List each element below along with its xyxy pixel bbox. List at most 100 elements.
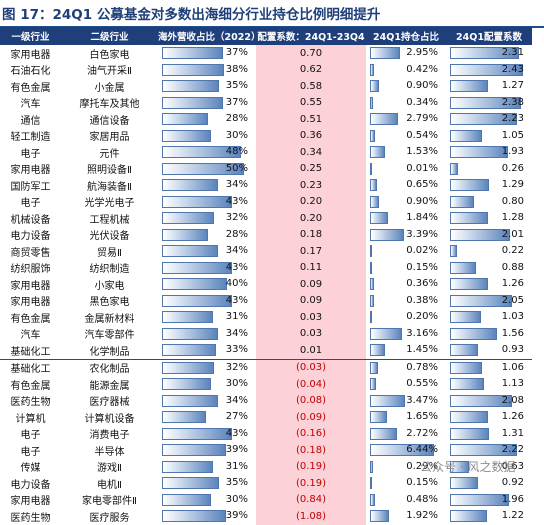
holding-ratio-bar bbox=[370, 261, 372, 274]
holding-ratio-cell: 2.72% bbox=[366, 426, 446, 443]
allocation-change-cell: 0.17 bbox=[256, 243, 366, 260]
holding-ratio-value: 1.45% bbox=[406, 344, 438, 356]
allocation-coef-bar bbox=[450, 278, 488, 291]
overseas-revenue-cell: 31% bbox=[158, 309, 256, 326]
allocation-change-cell: 0.03 bbox=[256, 309, 366, 326]
level1-industry-cell: 家用电器 bbox=[10, 49, 51, 61]
allocation-coef-cell: 1.03 bbox=[446, 309, 532, 326]
holding-ratio-value: 0.20% bbox=[406, 311, 438, 323]
allocation-change-cell: 0.36 bbox=[256, 127, 366, 144]
level2-industry-cell: 小家电 bbox=[94, 280, 125, 292]
holding-ratio-cell: 0.15% bbox=[366, 475, 446, 492]
overseas-revenue-cell: 43% bbox=[158, 260, 256, 277]
level2-industry-cell: 家电零部件Ⅱ bbox=[82, 496, 137, 508]
overseas-revenue-cell: 32% bbox=[158, 358, 256, 376]
allocation-change-cell: (0.84) bbox=[256, 491, 366, 508]
allocation-coef-cell: 0.88 bbox=[446, 260, 532, 277]
overseas-revenue-value: 39% bbox=[225, 444, 248, 456]
holding-ratio-value: 0.90% bbox=[406, 80, 438, 92]
level2-industry-cell: 照明设备Ⅱ bbox=[87, 165, 132, 177]
holding-ratio-bar bbox=[370, 427, 398, 440]
holding-ratio-bar bbox=[370, 493, 375, 506]
level1-industry-cell: 医药生物 bbox=[10, 512, 51, 524]
overseas-revenue-bar bbox=[162, 129, 212, 142]
allocation-coef-bar bbox=[450, 179, 489, 192]
holding-ratio-cell: 0.02% bbox=[366, 243, 446, 260]
allocation-coef-bar bbox=[450, 493, 509, 506]
overseas-revenue-value: 40% bbox=[225, 278, 248, 290]
allocation-coef-value: 2.22 bbox=[501, 444, 524, 456]
overseas-revenue-bar bbox=[162, 344, 216, 357]
level1-industry-cell: 汽车 bbox=[20, 99, 41, 111]
holding-ratio-value: 0.48% bbox=[406, 493, 438, 505]
allocation-coef-cell: 1.27 bbox=[446, 78, 532, 95]
holding-ratio-cell: 1.92% bbox=[366, 508, 446, 525]
figure-title-bar: 图 17：24Q1 公募基金对多数出海细分行业持仓比例明细提升 bbox=[0, 0, 544, 28]
overseas-revenue-cell: 27% bbox=[158, 409, 256, 426]
overseas-revenue-cell: 34% bbox=[158, 326, 256, 343]
holding-ratio-value: 0.90% bbox=[406, 195, 438, 207]
overseas-revenue-cell: 39% bbox=[158, 442, 256, 459]
allocation-coef-cell: 2.43 bbox=[446, 62, 532, 79]
allocation-coef-value: 0.22 bbox=[501, 245, 524, 257]
allocation-coef-cell: 0.63 bbox=[446, 459, 532, 476]
holding-ratio-bar bbox=[370, 146, 386, 159]
allocation-coef-bar bbox=[450, 245, 457, 258]
level2-industry-cell: 能源金属 bbox=[89, 380, 130, 392]
overseas-revenue-value: 34% bbox=[225, 245, 248, 257]
allocation-change-cell: (0.03) bbox=[256, 358, 366, 376]
allocation-coef-value: 2.05 bbox=[501, 294, 524, 306]
allocation-coef-bar bbox=[450, 361, 482, 374]
allocation-coef-bar bbox=[450, 113, 517, 126]
level1-industry-cell: 通信 bbox=[20, 115, 41, 127]
allocation-coef-cell: 1.29 bbox=[446, 177, 532, 194]
table-row: 纺织服饰 纺织制造 43% 0.11 0.15% 0.88 bbox=[0, 259, 532, 277]
level2-industry-cell: 纺织制造 bbox=[89, 264, 130, 276]
table-header-row: 一级行业 二级行业 海外营收占比（2022） 配置系数：24Q1-23Q4 24… bbox=[0, 27, 532, 45]
overseas-revenue-value: 43% bbox=[225, 294, 248, 306]
allocation-coef-value: 1.05 bbox=[501, 129, 524, 141]
overseas-revenue-bar bbox=[162, 96, 223, 109]
allocation-coef-cell: 1.05 bbox=[446, 128, 532, 145]
level2-industry-cell: 医疗服务 bbox=[89, 512, 130, 524]
allocation-change-cell: (0.16) bbox=[256, 425, 366, 442]
holding-ratio-cell: 0.29% bbox=[366, 459, 446, 476]
table-row: 电子 消费电子 43% (0.16) 2.72% 1.31 bbox=[0, 425, 532, 443]
level1-industry-cell: 汽车 bbox=[20, 330, 41, 342]
overseas-revenue-cell: 31% bbox=[158, 459, 256, 476]
allocation-coef-bar bbox=[450, 311, 481, 324]
overseas-revenue-value: 43% bbox=[225, 427, 248, 439]
allocation-change-cell: 0.25 bbox=[256, 160, 366, 177]
header-overseas-revenue: 海外营收占比（2022） bbox=[158, 27, 256, 45]
table-row: 电力设备 光伏设备 28% 0.18 3.39% 2.01 bbox=[0, 226, 532, 244]
overseas-revenue-bar bbox=[162, 261, 233, 274]
level1-industry-cell: 电子 bbox=[20, 446, 41, 458]
allocation-coef-value: 2.01 bbox=[501, 228, 524, 240]
level1-industry-cell: 纺织服饰 bbox=[10, 264, 51, 276]
allocation-coef-value: 0.63 bbox=[501, 460, 524, 472]
holding-ratio-value: 2.79% bbox=[406, 113, 438, 125]
holding-ratio-cell: 0.54% bbox=[366, 128, 446, 145]
allocation-coef-cell: 1.96 bbox=[446, 492, 532, 509]
allocation-coef-cell: 1.06 bbox=[446, 358, 532, 376]
holding-ratio-bar bbox=[370, 378, 376, 391]
allocation-change-cell: 0.11 bbox=[256, 259, 366, 276]
table-row: 家用电器 小家电 40% 0.09 0.36% 1.26 bbox=[0, 276, 532, 293]
allocation-coef-cell: 2.31 bbox=[446, 45, 532, 62]
table-row: 电子 半导体 39% (0.18) 6.44% 2.22 bbox=[0, 442, 532, 459]
table-row: 传媒 游戏Ⅱ 31% (0.19) 0.29% 0.63 bbox=[0, 458, 532, 476]
allocation-coef-cell: 0.93 bbox=[446, 342, 532, 359]
holding-ratio-cell: 0.55% bbox=[366, 376, 446, 393]
overseas-revenue-value: 34% bbox=[225, 394, 248, 406]
holding-ratio-value: 3.47% bbox=[406, 394, 438, 406]
level1-industry-cell: 商贸零售 bbox=[10, 247, 51, 259]
holding-ratio-cell: 0.90% bbox=[366, 194, 446, 211]
allocation-coef-bar bbox=[450, 146, 508, 159]
level2-industry-cell: 农化制品 bbox=[61, 358, 158, 376]
holding-ratio-cell: 1.45% bbox=[366, 342, 446, 359]
allocation-coef-cell: 0.80 bbox=[446, 194, 532, 211]
overseas-revenue-cell: 28% bbox=[158, 227, 256, 244]
holding-ratio-value: 0.38% bbox=[406, 294, 438, 306]
level2-industry-cell: 医疗器械 bbox=[89, 397, 130, 409]
allocation-change-cell: (0.09) bbox=[256, 409, 366, 426]
